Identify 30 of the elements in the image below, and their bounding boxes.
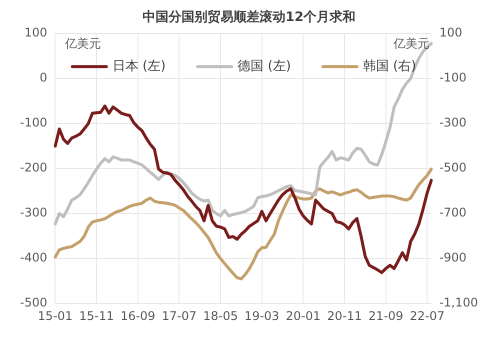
x-tick-label: 16-09 <box>120 308 156 323</box>
x-tick-label: 18-05 <box>203 308 238 323</box>
y2-tick-label: -500 <box>439 160 467 175</box>
x-tick-label: 21-09 <box>368 308 404 323</box>
y-tick-label: 100 <box>24 26 48 40</box>
y2-tick-label: -300 <box>439 116 467 130</box>
x-tick-label: 22-07 <box>410 308 445 323</box>
x-tick-label: 20-11 <box>327 308 362 323</box>
legend-label: 韩国 (右) <box>362 58 416 74</box>
x-tick-label: 20-01 <box>286 308 321 323</box>
y2-axis-title: 亿美元 <box>392 36 430 51</box>
y2-tick-label: -700 <box>439 206 467 220</box>
x-tick-label: 15-11 <box>79 308 114 323</box>
y2-tick-label: -900 <box>439 250 467 265</box>
x-tick-label: 17-07 <box>162 308 197 323</box>
y2-tick-label: -1,100 <box>439 296 478 310</box>
x-tick-label: 15-01 <box>38 308 73 323</box>
y-tick-label: -300 <box>20 206 48 220</box>
y2-tick-label: 100 <box>439 26 462 40</box>
y-tick-label: -500 <box>20 296 48 310</box>
x-tick-label: 19-03 <box>244 308 280 323</box>
y2-tick-label: -100 <box>439 70 467 85</box>
y-tick-label: -100 <box>20 116 48 130</box>
y-tick-label: 0 <box>40 70 48 85</box>
legend-label: 德国 (左) <box>238 58 291 74</box>
y-tick-label: -400 <box>20 250 48 265</box>
y-axis-title: 亿美元 <box>64 36 102 51</box>
chart-title: 中国分国别贸易顺差滚动12个月求和 <box>142 9 356 26</box>
legend-label: 日本 (左) <box>112 58 166 74</box>
y-tick-label: -200 <box>20 160 48 175</box>
